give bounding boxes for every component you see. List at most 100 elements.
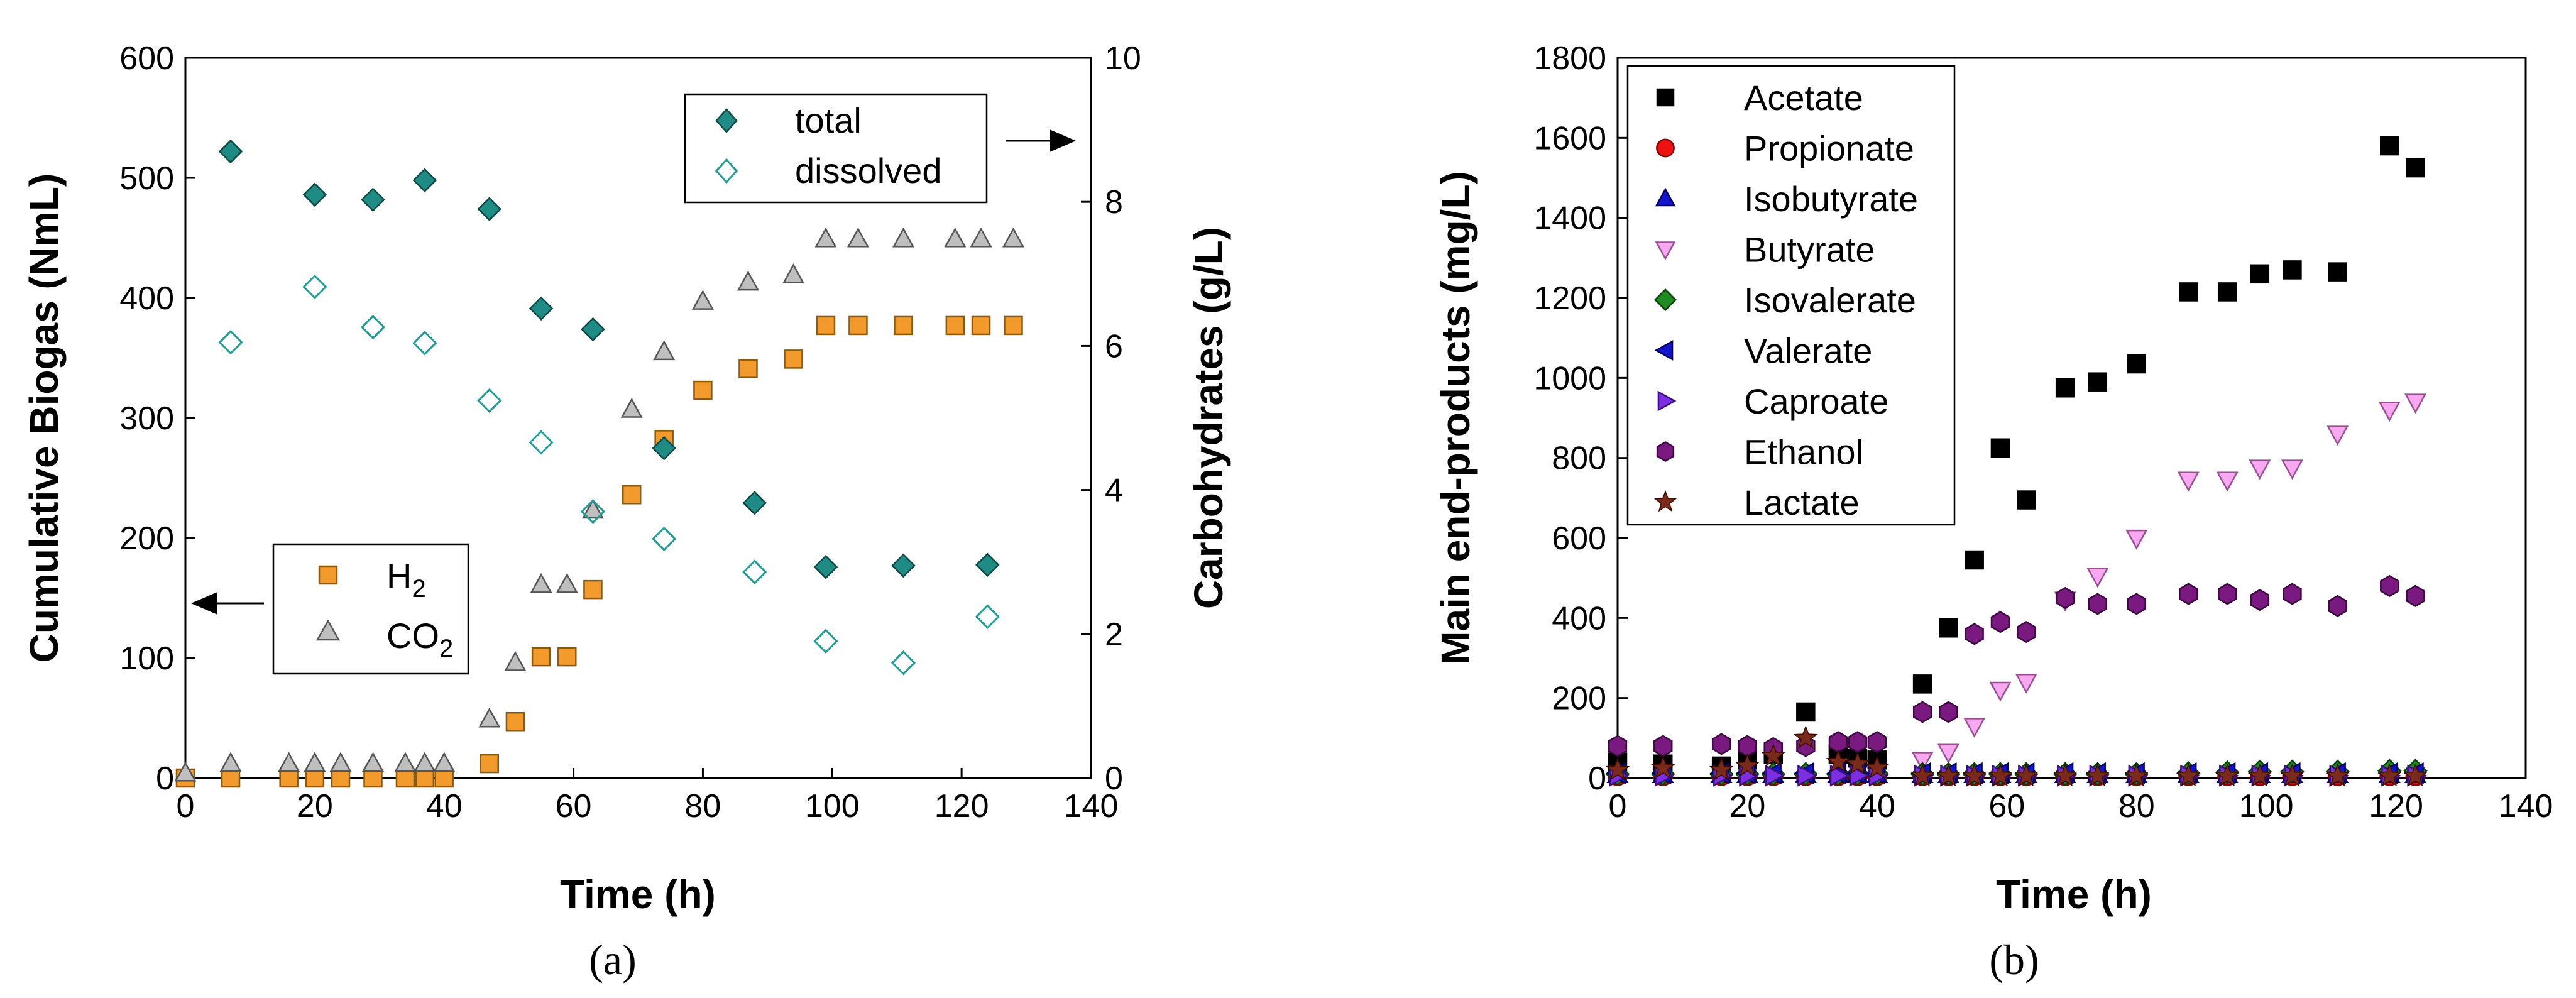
legend-acetate-marker-icon xyxy=(1656,88,1675,107)
legend-total-label: total xyxy=(795,101,862,140)
legend-acetate-label: Acetate xyxy=(1744,78,1863,118)
data-point-total xyxy=(581,317,605,342)
panel-b: 0 20 40 60 80 100 120 140 0 200 400 600 800 1000 1200… xyxy=(1433,40,2553,984)
legend-propionate-marker-icon xyxy=(1656,138,1675,158)
y-tick-label-right: 8 xyxy=(1105,184,1123,221)
data-point-ethanol xyxy=(1828,731,1848,754)
data-point-lactate xyxy=(2176,763,2201,787)
data-point-ethanol xyxy=(1939,701,1958,723)
x-tick-label: 0 xyxy=(177,788,195,825)
data-point-h2 xyxy=(557,647,577,667)
y-tick-label: 300 xyxy=(119,400,174,437)
panel-a-y-ticks-right: 0 2 4 6 8 10 xyxy=(1081,40,1141,797)
data-point-total xyxy=(361,187,385,212)
x-tick-label: 60 xyxy=(556,788,592,825)
data-point-total xyxy=(813,554,838,579)
data-point-butyrate xyxy=(1989,681,2012,702)
data-point-butyrate xyxy=(2378,402,2401,422)
data-point-ethanol xyxy=(2017,621,2036,644)
data-point-co2 xyxy=(653,340,676,361)
data-point-acetate xyxy=(2017,490,2036,510)
panel-a-y-axis-title-right: Carbohydrates (g/L) xyxy=(1186,227,1231,609)
data-point-h2 xyxy=(693,380,713,400)
data-point-butyrate xyxy=(2177,471,2200,492)
data-point-ethanol xyxy=(2250,589,2270,611)
data-point-h2 xyxy=(395,768,415,788)
y-tick-label: 400 xyxy=(119,280,174,317)
data-point-acetate xyxy=(1796,702,1816,722)
data-point-ethanol xyxy=(2218,583,2237,605)
x-tick-label: 20 xyxy=(1729,788,1766,825)
data-point-ethanol xyxy=(2055,586,2075,610)
data-point-ethanol xyxy=(1867,731,1887,754)
panel-a-label: (a) xyxy=(589,936,636,984)
x-tick-label: 0 xyxy=(1609,788,1627,825)
y-tick-label-right: 6 xyxy=(1105,328,1123,365)
panel-b-label: (b) xyxy=(1989,936,2039,984)
data-point-dissolved xyxy=(891,650,916,676)
data-point-h2 xyxy=(848,315,868,336)
panel-b-y-ticks: 0 200 400 600 800 1000 1200 1400 1600 1800 xyxy=(1533,40,1628,797)
data-point-lactate xyxy=(2085,763,2110,787)
data-point-co2 xyxy=(394,752,417,772)
panel-b-x-axis-title: Time (h) xyxy=(1996,872,2152,917)
data-point-lactate xyxy=(2280,763,2305,787)
legend-valerate-marker-icon xyxy=(1654,340,1674,361)
data-point-co2 xyxy=(478,707,501,728)
data-point-lactate xyxy=(1735,753,1760,777)
data-point-acetate xyxy=(1912,674,1932,694)
y-tick-label: 600 xyxy=(119,40,174,77)
panel-a-x-ticks: 0 20 40 60 80 100 120 140 xyxy=(177,768,1119,825)
data-point-lactate xyxy=(1826,749,1851,773)
data-point-h2 xyxy=(622,485,642,505)
panel-a-x-axis-title: Time (h) xyxy=(560,872,716,917)
data-point-acetate xyxy=(2406,158,2425,178)
x-tick-label: 20 xyxy=(297,788,333,825)
data-point-h2 xyxy=(583,579,603,600)
legend-caproate-marker-icon xyxy=(1657,390,1677,412)
data-point-co2 xyxy=(737,270,759,291)
data-point-acetate xyxy=(2055,378,2075,398)
data-point-ethanol xyxy=(2406,584,2425,607)
data-point-caproate xyxy=(1797,764,1818,787)
data-point-total xyxy=(891,553,916,578)
legend-caproate-label: Caproate xyxy=(1744,381,1888,421)
data-point-lactate xyxy=(1605,757,1630,781)
data-point-co2 xyxy=(1002,227,1025,248)
data-point-h2 xyxy=(784,349,803,369)
y-tick-label: 1200 xyxy=(1533,280,1606,317)
data-point-lactate xyxy=(1709,757,1734,781)
data-point-butyrate xyxy=(2281,459,2303,480)
data-point-caproate xyxy=(1829,764,1850,787)
data-point-dissolved xyxy=(580,499,606,524)
data-point-h2 xyxy=(531,647,551,667)
legend-ethanol-label: Ethanol xyxy=(1744,432,1863,472)
data-point-lactate xyxy=(1936,763,1961,787)
y-tick-label: 0 xyxy=(156,760,174,797)
data-point-lactate xyxy=(1845,751,1870,775)
data-point-dissolved xyxy=(302,274,327,300)
panel-a-y-axis-title-left: Cumulative Biogas (NmL) xyxy=(21,173,67,663)
y-tick-label-right: 0 xyxy=(1105,760,1123,797)
panel-b-legend: Acetate Propionate Isobutyrate Butyrate Isov… xyxy=(1626,65,1956,526)
data-point-ethanol xyxy=(1848,731,1868,754)
legend-dissolved-label: dissolved xyxy=(795,151,941,190)
data-point-butyrate xyxy=(1963,718,1986,738)
data-point-acetate xyxy=(1965,550,1984,570)
data-point-co2 xyxy=(361,752,385,772)
x-tick-label: 140 xyxy=(1064,788,1119,825)
data-point-butyrate xyxy=(1937,743,1959,764)
data-point-lactate xyxy=(1793,725,1818,748)
data-point-lactate xyxy=(1761,743,1786,767)
y-tick-label-right: 4 xyxy=(1105,473,1123,509)
data-point-h2 xyxy=(279,768,299,788)
panel-b-y-axis-title: Main end-products (mg/L) xyxy=(1433,171,1478,665)
data-point-ethanol xyxy=(1912,701,1932,723)
y-tick-label: 1400 xyxy=(1533,200,1606,237)
data-point-co2 xyxy=(433,752,456,772)
legend-co2-label: CO2 xyxy=(386,616,453,662)
data-point-co2 xyxy=(174,761,197,782)
data-point-butyrate xyxy=(2404,393,2427,414)
data-point-dissolved xyxy=(529,430,554,455)
